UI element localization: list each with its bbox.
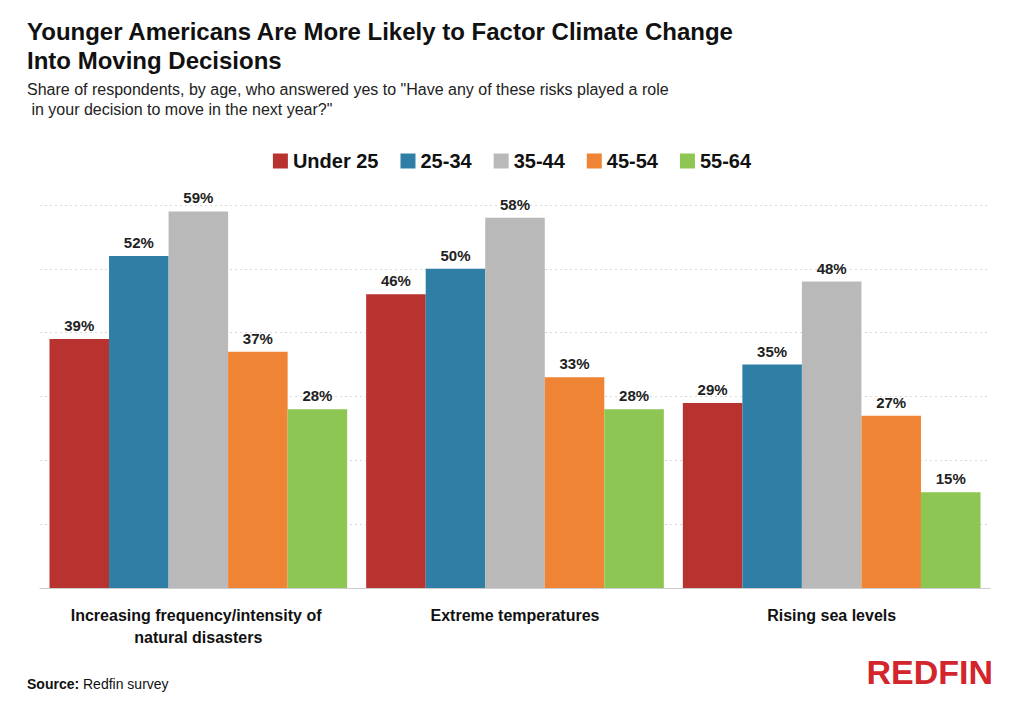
svg-text:28%: 28% [619, 387, 649, 404]
svg-text:15%: 15% [936, 470, 966, 487]
svg-text:29%: 29% [698, 381, 728, 398]
svg-text:Into Moving Decisions: Into Moving Decisions [27, 47, 282, 74]
svg-text:52%: 52% [124, 234, 154, 251]
svg-text:REDFIN: REDFIN [866, 653, 993, 691]
svg-text:55-64: 55-64 [700, 150, 752, 172]
svg-text:in your decision to move in th: in your decision to move in the next yea… [27, 101, 332, 118]
svg-text:Redfin survey: Redfin survey [79, 676, 168, 692]
svg-text:58%: 58% [500, 196, 530, 213]
svg-text:Under 25: Under 25 [293, 150, 379, 172]
svg-text:28%: 28% [302, 387, 332, 404]
svg-text:46%: 46% [381, 272, 411, 289]
svg-text:59%: 59% [183, 189, 213, 206]
svg-text:Increasing frequency/intensity: Increasing frequency/intensity of [71, 607, 326, 624]
svg-text:Extreme temperatures: Extreme temperatures [431, 607, 600, 624]
svg-text:natural disasters: natural disasters [134, 629, 262, 646]
svg-text:Source:: Source: [27, 676, 79, 692]
svg-text:37%: 37% [243, 330, 273, 347]
svg-text:27%: 27% [876, 394, 906, 411]
svg-text:35%: 35% [757, 343, 787, 360]
svg-text:Rising sea levels: Rising sea levels [767, 607, 896, 624]
svg-text:45-54: 45-54 [607, 150, 659, 172]
svg-text:48%: 48% [817, 260, 847, 277]
svg-text:33%: 33% [560, 355, 590, 372]
svg-text:39%: 39% [64, 317, 94, 334]
svg-text:25-34: 25-34 [420, 150, 472, 172]
svg-text:Younger Americans Are More Lik: Younger Americans Are More Likely to Fac… [27, 18, 740, 45]
svg-text:Share of respondents, by age,: Share of respondents, by age, who answer… [27, 81, 669, 98]
svg-text:35-44: 35-44 [514, 150, 566, 172]
svg-text:50%: 50% [440, 247, 470, 264]
